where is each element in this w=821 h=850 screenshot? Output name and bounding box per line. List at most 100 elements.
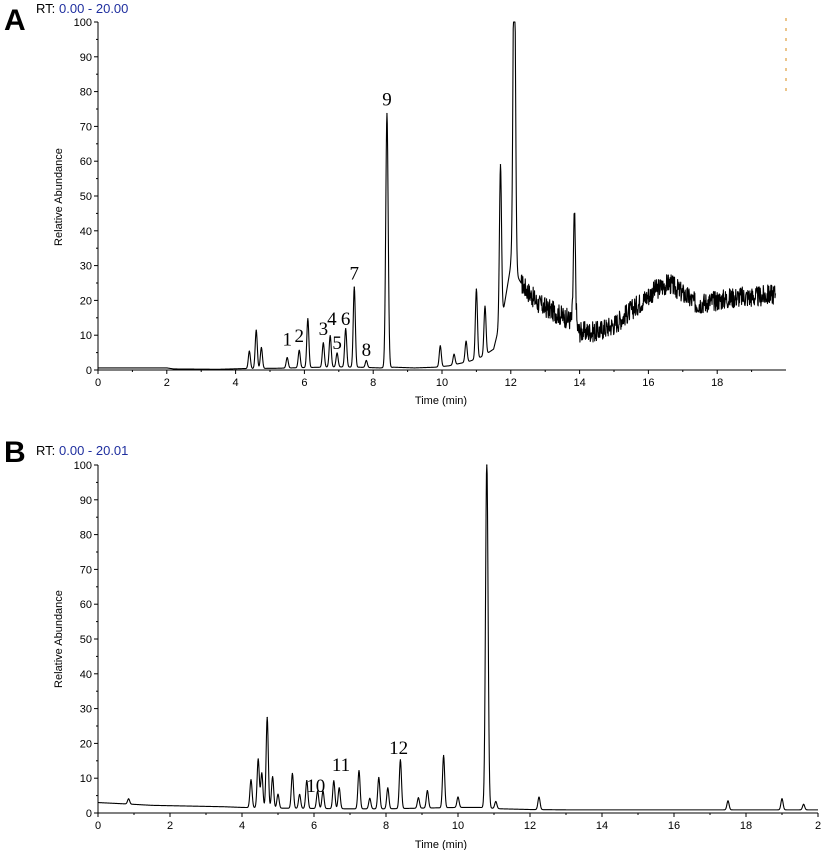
x-tick-label: 6 [311, 820, 317, 832]
peak-apex [465, 340, 467, 342]
peak-number-label: 3 [319, 319, 329, 340]
peak-apex [573, 215, 576, 217]
peak-apex [298, 349, 300, 351]
x-tick-label: 14 [573, 377, 585, 389]
x-tick-label: 12 [505, 377, 517, 389]
x-tick-label: 18 [740, 820, 752, 832]
peak-apex [484, 305, 486, 307]
x-tick-label: 8 [370, 377, 376, 389]
peak-apex [781, 798, 783, 800]
peak-apex [255, 329, 257, 331]
peak-apex [358, 769, 360, 772]
peak-apex [353, 286, 355, 288]
peak-apex [307, 318, 309, 320]
peak-apex [443, 754, 445, 757]
peak-apex [322, 342, 324, 344]
peak-apex [453, 353, 455, 355]
peak-apex [250, 779, 252, 781]
rt-label: RT: [36, 1, 55, 16]
peak-apex [457, 796, 459, 798]
peak-apex [306, 779, 308, 782]
peak-apex [299, 793, 301, 796]
peak-apex [128, 798, 130, 800]
peak-apex [338, 787, 340, 789]
x-tick-label: 2 [164, 377, 170, 389]
y-tick-label: 80 [80, 87, 92, 99]
y-tick-label: 100 [74, 460, 92, 472]
peak-number-label: 10 [306, 776, 325, 797]
y-tick-label: 10 [80, 330, 92, 342]
peak-number-label: 2 [294, 326, 304, 347]
rt-range: 0.00 - 20.00 [59, 1, 128, 16]
y-axis-title: Relative Abundance [53, 590, 65, 688]
y-tick-label: 90 [80, 52, 92, 64]
panel-letter: B [4, 436, 26, 469]
x-tick-label: 12 [524, 820, 536, 832]
x-tick-label: 4 [233, 377, 239, 389]
peak-apex [261, 772, 263, 774]
peak-number-label: 12 [389, 738, 408, 759]
x-tick-label: 2 [815, 820, 821, 832]
peak-apex [369, 797, 371, 799]
chromatogram-trace [97, 21, 777, 370]
peak-apex [378, 776, 380, 779]
x-tick-label: 8 [383, 820, 389, 832]
peak-apex [248, 350, 250, 352]
chromatogram-trace [97, 464, 819, 811]
peak-apex [499, 164, 502, 166]
peak-apex [417, 797, 419, 799]
y-tick-label: 80 [80, 530, 92, 542]
y-axis-title: Relative Abundance [53, 148, 65, 246]
peak-apex [513, 21, 515, 23]
peak-number-label: 7 [350, 264, 360, 285]
x-tick-label: 16 [668, 820, 680, 832]
peak-apex [322, 790, 324, 792]
x-tick-label: 16 [642, 377, 654, 389]
peak-apex [486, 464, 488, 466]
chromatogram-panel-b: B RT: 0.00 - 20.01 Time (min) Relative A… [4, 436, 821, 850]
rt-range: 0.00 - 20.01 [59, 443, 128, 458]
y-tick-label: 20 [80, 738, 92, 750]
y-tick-label: 60 [80, 599, 92, 611]
peak-apex [266, 716, 268, 719]
peak-apex [803, 803, 805, 805]
x-tick-label: 14 [596, 820, 608, 832]
peak-number-label: 9 [382, 90, 392, 111]
y-tick-label: 100 [74, 17, 92, 29]
peak-apex [286, 356, 288, 359]
y-tick-label: 30 [80, 704, 92, 716]
x-axis-title: Time (min) [415, 839, 467, 850]
peak-apex [345, 328, 347, 330]
peak-number-label: 11 [332, 755, 350, 776]
panel-letter: A [4, 4, 26, 37]
y-tick-label: 10 [80, 773, 92, 785]
peak-number-label: 6 [341, 309, 351, 330]
peak-apex [495, 800, 497, 803]
y-tick-label: 70 [80, 564, 92, 576]
peak-apex [333, 780, 335, 782]
peak-apex [365, 359, 367, 362]
peak-apex [439, 345, 441, 347]
x-tick-label: 6 [301, 377, 307, 389]
y-tick-label: 70 [80, 121, 92, 133]
y-tick-label: 50 [80, 634, 92, 646]
peak-apex [277, 793, 279, 795]
peak-apex [727, 800, 729, 802]
peak-apex [291, 772, 293, 775]
rt-label: RT: [36, 443, 55, 458]
peak-apex [257, 758, 259, 760]
peak-number-label: 4 [327, 309, 337, 330]
peak-apex [336, 352, 338, 354]
peak-apex [272, 776, 274, 778]
x-axis-title: Time (min) [415, 395, 467, 407]
peak-number-label: 5 [332, 333, 342, 354]
y-tick-label: 40 [80, 669, 92, 681]
x-tick-label: 10 [436, 377, 448, 389]
y-tick-label: 60 [80, 156, 92, 168]
y-tick-label: 30 [80, 261, 92, 273]
y-tick-label: 90 [80, 495, 92, 507]
peak-number-label: 8 [362, 340, 372, 361]
peak-apex [386, 112, 388, 115]
x-tick-label: 0 [95, 820, 101, 832]
